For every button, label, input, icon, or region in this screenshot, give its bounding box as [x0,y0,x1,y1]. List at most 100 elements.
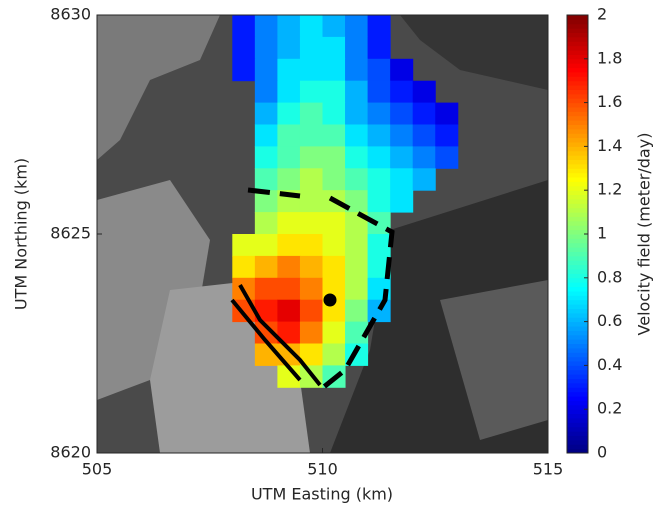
colorbar-swatch [567,304,588,309]
colorbar-swatch [567,273,588,279]
velocity-cell [390,102,414,125]
colorbar-swatch [567,396,588,401]
colorbar-swatch [567,150,588,156]
colorbar-swatch [567,194,588,200]
colorbar-swatch [567,19,588,25]
colorbar-swatch [567,163,588,169]
velocity-cell [277,234,301,257]
colorbar-swatch [567,106,588,112]
velocity-cell [322,80,346,104]
colorbar-label: Velocity field (meter/day) [635,133,654,336]
velocity-cell [345,124,369,147]
velocity-cell [390,190,414,213]
velocity-cell [345,58,369,82]
colorbar-swatch [567,426,588,432]
velocity-cell [322,168,346,191]
colorbar-swatch [567,448,588,454]
velocity-cell [345,80,369,104]
colorbar-swatch [567,190,588,196]
colorbar-swatch [567,212,588,217]
velocity-cell [345,255,369,279]
x-tick-label: 505 [82,460,113,479]
velocity-cell [412,124,436,147]
colorbar-swatch [567,203,588,209]
colorbar-swatch [567,45,588,51]
velocity-cell [299,146,323,169]
velocity-cell [232,58,256,82]
velocity-cell [345,168,369,191]
velocity-cell [322,146,346,169]
velocity-cell [232,234,256,257]
colorbar-tick-label: 1.2 [597,180,622,199]
colorbar-swatch [567,422,588,428]
colorbar-swatch [567,356,588,362]
colorbar-swatch [567,347,588,353]
colorbar-tick-label: 1.6 [597,92,622,111]
colorbar-swatch [567,172,588,178]
colorbar-swatch [567,168,588,174]
velocity-cell [299,102,323,125]
velocity-cell [367,168,391,191]
colorbar-swatch [567,400,588,406]
colorbar-tick-label: 1.8 [597,48,622,67]
velocity-cell [277,277,301,301]
velocity-cell [299,36,323,60]
colorbar-swatch [567,207,588,213]
velocity-cell [367,58,391,82]
colorbar-swatch [567,93,588,99]
colorbar-swatch [567,85,588,90]
colorbar-swatch [567,435,588,441]
y-tick-label: 8630 [50,5,91,24]
velocity-cell [322,212,346,235]
colorbar-swatch [567,198,588,204]
velocity-cell [322,124,346,147]
velocity-cell [390,80,414,104]
velocity-cell [412,168,436,191]
velocity-cell [277,146,301,169]
velocity-cell [254,321,278,344]
velocity-cell [390,168,414,191]
colorbar-swatch [567,431,588,436]
velocity-cell [299,58,323,82]
colorbar-swatch [567,181,588,187]
colorbar-swatch [567,299,588,305]
velocity-cell [254,102,278,125]
colorbar-swatch [567,229,588,235]
colorbar-swatch [567,102,588,108]
colorbar-swatch [567,142,588,147]
velocity-cell [277,36,301,60]
colorbar-swatch [567,63,588,69]
velocity-cell [367,102,391,125]
colorbar-swatch [567,290,588,296]
velocity-cell [299,299,323,323]
velocity-cell [390,124,414,147]
velocity-cell [345,102,369,125]
colorbar-swatch [567,325,588,331]
velocity-cell [367,124,391,147]
velocity-cell [232,15,256,38]
colorbar-swatch [567,264,588,270]
velocity-cell [254,234,278,257]
velocity-cell [345,299,369,323]
colorbar-swatch [567,255,588,261]
colorbar-swatch [567,32,588,38]
colorbar-swatch [567,374,588,380]
colorbar-swatch [567,15,588,20]
velocity-cell [367,80,391,104]
velocity-cell [254,299,278,323]
velocity-cell [435,146,459,169]
velocity-cell [299,15,323,38]
colorbar-swatch [567,58,588,64]
velocity-cell [299,168,323,191]
colorbar-tick-label: 0 [597,443,607,462]
colorbar-swatch [567,369,588,375]
velocity-cell [299,190,323,213]
colorbar-swatch [567,339,588,344]
y-tick-label: 8620 [50,443,91,462]
velocity-cell [322,343,346,366]
colorbar-tick-label: 0.4 [597,355,622,374]
colorbar-swatch [567,124,588,130]
colorbar-swatch [567,352,588,358]
colorbar-swatch [567,321,588,327]
